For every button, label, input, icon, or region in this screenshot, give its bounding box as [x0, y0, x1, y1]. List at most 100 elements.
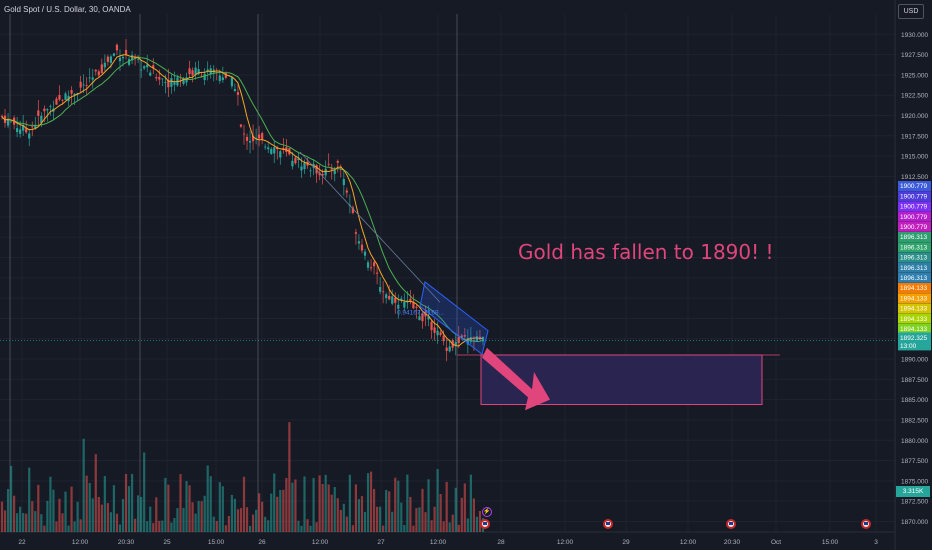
volume-bar [363, 511, 367, 532]
volume-bar [448, 522, 451, 532]
candle-body [109, 56, 112, 63]
price-label [898, 303, 931, 314]
volume-bar [118, 524, 122, 532]
candle-body [16, 128, 19, 133]
currency-selector[interactable]: USD [898, 4, 924, 19]
volume-bar [424, 512, 427, 532]
volume-bar [176, 508, 179, 532]
candle-body [25, 128, 28, 133]
x-tick-label: Oct [771, 539, 781, 546]
candle-body [267, 147, 270, 150]
candle-body [28, 133, 31, 139]
candle-body [94, 69, 97, 72]
volume-bar [333, 487, 336, 532]
us-flag-icon[interactable] [726, 519, 736, 529]
candle-body [31, 126, 34, 128]
candle-body [0, 115, 4, 117]
candle-body [242, 133, 246, 135]
candle-body [372, 262, 376, 267]
candle-body [127, 59, 131, 65]
candle-body [194, 67, 197, 75]
candle-body [49, 105, 52, 107]
price-label-text: 1900.779 [900, 214, 927, 221]
candle-body [415, 306, 418, 308]
candle-body [79, 81, 82, 88]
price-label-text: 1894.133 [900, 316, 927, 323]
volume-bar [336, 498, 339, 532]
volume-bar [345, 516, 348, 532]
volume-bar [360, 496, 364, 532]
candle-body [103, 62, 106, 68]
candle-body [388, 295, 391, 300]
volume-bar [403, 524, 406, 532]
x-tick-label: 12:00 [430, 539, 447, 546]
volume-bar [28, 467, 31, 532]
candle-body [115, 44, 119, 51]
us-flag-icon[interactable] [480, 519, 490, 529]
x-tick-label: 27 [377, 539, 385, 546]
x-tick-label: 3 [874, 539, 878, 546]
price-label [898, 221, 931, 232]
volume-bar [436, 469, 439, 532]
candle-body [212, 69, 215, 73]
volume-bar [37, 484, 40, 532]
y-tick-label: 1922.500 [901, 93, 928, 100]
target-zone [480, 354, 763, 406]
lightning-icon[interactable]: ⚡ [482, 507, 492, 517]
candle-body [460, 335, 463, 338]
candle-body [64, 93, 67, 101]
candle-body [185, 77, 188, 83]
volume-bar [306, 519, 309, 532]
volume-bar [112, 485, 116, 532]
candle-body [85, 85, 88, 86]
us-flag-icon[interactable] [603, 519, 613, 529]
price-label-text: 1900.779 [900, 224, 927, 231]
volume-bar [134, 518, 137, 532]
volume-bar [261, 501, 264, 532]
volume-bar [115, 513, 119, 532]
volume-bar [466, 518, 469, 532]
volume-bar [318, 475, 321, 532]
volume-bar [391, 511, 394, 532]
volume-bar [109, 512, 112, 532]
volume-bar [182, 507, 185, 532]
candle-body [321, 173, 324, 176]
volume-bar [100, 504, 103, 532]
us-flag-icon[interactable] [861, 519, 871, 529]
volume-bar [315, 522, 318, 532]
volume-bar [276, 496, 279, 532]
candle-body [124, 49, 128, 56]
x-tick-label: 15:00 [208, 539, 225, 546]
volume-bar [397, 480, 400, 532]
volume-bar [82, 438, 85, 532]
candle-body [454, 342, 457, 347]
y-tick-label: 1875.000 [901, 478, 928, 485]
volume-bar [388, 491, 391, 532]
volume-bar [185, 481, 188, 532]
volume-bar [282, 489, 285, 532]
volume-bar [382, 525, 385, 532]
trend-line [299, 151, 441, 303]
annotation-text: Gold has fallen to 1890! ! [518, 240, 774, 264]
y-tick-label: 1925.000 [901, 72, 928, 79]
volume-bar [206, 465, 209, 532]
volume-bar [421, 488, 424, 532]
volume-bar [19, 506, 22, 532]
x-tick-label: 20:30 [724, 539, 741, 546]
volume-bar [245, 507, 249, 532]
candle-body [433, 327, 436, 333]
symbol-title: Gold Spot / U.S. Dollar, 30, OANDA [4, 5, 131, 14]
candle-body [382, 291, 385, 293]
candle-body [430, 321, 433, 331]
candle-body [466, 337, 469, 345]
candle-body [418, 316, 421, 321]
price-label [898, 232, 931, 242]
current-price-label [898, 332, 931, 351]
volume-bar [130, 473, 134, 532]
volume-bar [472, 498, 475, 532]
candle-body [463, 335, 466, 337]
candle-body [167, 80, 170, 88]
candle-body [221, 77, 224, 81]
volume-bar [52, 489, 55, 532]
